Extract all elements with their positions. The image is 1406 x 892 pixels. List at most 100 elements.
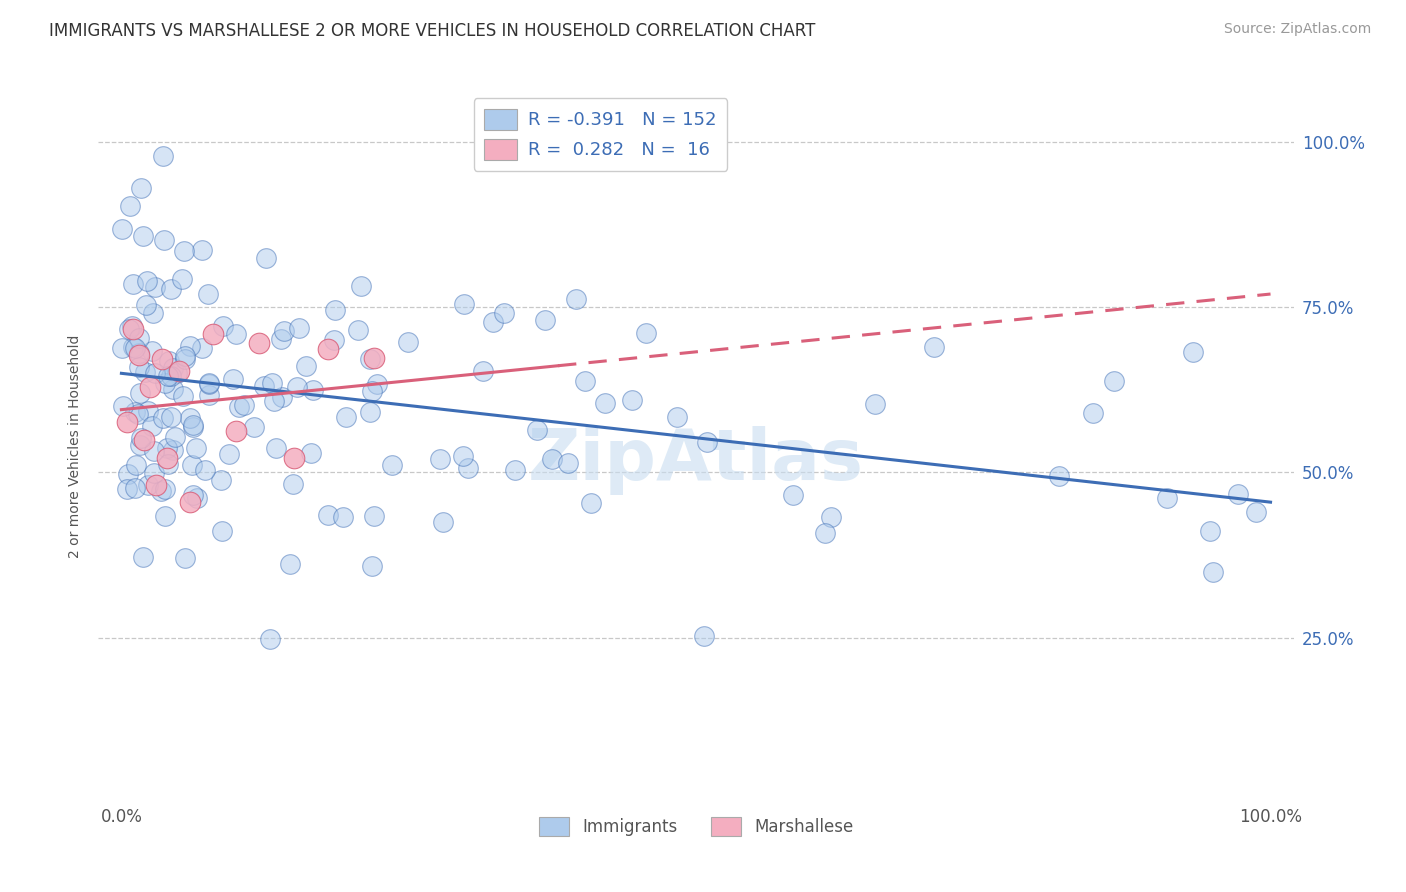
Point <box>162 360 184 375</box>
Point <box>153 509 176 524</box>
Point <box>128 331 150 345</box>
Point <box>1182 345 1205 359</box>
Point <box>347 323 370 337</box>
Point <box>143 279 166 293</box>
Point <box>128 359 150 374</box>
Point <box>115 415 138 429</box>
Point <box>198 388 221 402</box>
Point <box>122 340 145 354</box>
Point <box>285 379 308 393</box>
Point <box>152 411 174 425</box>
Point <box>163 430 186 444</box>
Point <box>228 400 250 414</box>
Point <box>112 399 135 413</box>
Point <box>218 447 240 461</box>
Legend: Immigrants, Marshallese: Immigrants, Marshallese <box>530 808 862 845</box>
Point <box>159 410 181 425</box>
Point <box>254 251 277 265</box>
Point <box>172 389 194 403</box>
Point <box>1244 505 1267 519</box>
Point <box>128 346 150 360</box>
Point <box>396 334 419 349</box>
Point <box>150 352 173 367</box>
Point <box>1083 406 1105 420</box>
Point <box>814 526 837 541</box>
Point <box>157 458 180 472</box>
Point <box>134 365 156 379</box>
Point <box>138 403 160 417</box>
Point <box>534 312 557 326</box>
Point <box>453 296 475 310</box>
Point <box>271 390 294 404</box>
Point <box>363 509 385 524</box>
Point <box>260 376 283 391</box>
Point <box>202 327 225 342</box>
Point <box>117 467 139 481</box>
Y-axis label: 2 or more Vehicles in Household: 2 or more Vehicles in Household <box>69 334 83 558</box>
Point <box>620 393 643 408</box>
Point <box>145 478 167 492</box>
Point <box>270 332 292 346</box>
Point <box>363 351 385 365</box>
Point <box>170 271 193 285</box>
Point <box>457 460 479 475</box>
Point <box>1047 469 1070 483</box>
Text: ZipAtlas: ZipAtlas <box>529 425 863 495</box>
Point <box>288 321 311 335</box>
Point <box>122 322 145 336</box>
Point <box>181 458 204 472</box>
Point <box>162 442 184 457</box>
Point <box>157 354 180 368</box>
Point <box>1102 374 1125 388</box>
Point <box>666 409 689 424</box>
Point <box>253 378 276 392</box>
Point <box>471 364 494 378</box>
Point <box>693 629 716 643</box>
Point <box>526 424 548 438</box>
Point <box>302 383 325 397</box>
Point <box>863 397 886 411</box>
Point <box>211 524 233 539</box>
Point <box>323 302 346 317</box>
Point <box>283 451 305 466</box>
Point <box>132 229 155 244</box>
Point <box>135 298 157 312</box>
Point <box>263 394 285 409</box>
Point <box>359 352 381 367</box>
Point <box>259 632 281 646</box>
Point <box>503 463 526 477</box>
Point <box>359 405 381 419</box>
Point <box>179 411 201 425</box>
Point <box>381 458 404 473</box>
Point <box>184 441 207 455</box>
Point <box>181 418 204 433</box>
Point <box>174 349 197 363</box>
Point <box>198 376 221 390</box>
Point <box>782 488 804 502</box>
Point <box>186 491 208 505</box>
Point <box>696 435 718 450</box>
Point <box>316 342 339 356</box>
Point <box>181 488 204 502</box>
Point <box>278 558 301 572</box>
Point <box>143 366 166 380</box>
Point <box>129 431 152 445</box>
Point <box>173 244 195 259</box>
Point <box>191 243 214 257</box>
Point <box>153 233 176 247</box>
Point <box>361 558 384 573</box>
Point <box>492 306 515 320</box>
Point <box>149 483 172 498</box>
Point <box>156 450 179 465</box>
Point <box>212 318 235 333</box>
Point <box>179 495 201 509</box>
Point <box>115 482 138 496</box>
Point <box>557 456 579 470</box>
Point <box>316 508 339 523</box>
Point <box>111 341 134 355</box>
Point <box>1227 486 1250 500</box>
Point <box>160 369 183 384</box>
Point <box>128 348 150 362</box>
Point <box>281 476 304 491</box>
Point <box>142 467 165 481</box>
